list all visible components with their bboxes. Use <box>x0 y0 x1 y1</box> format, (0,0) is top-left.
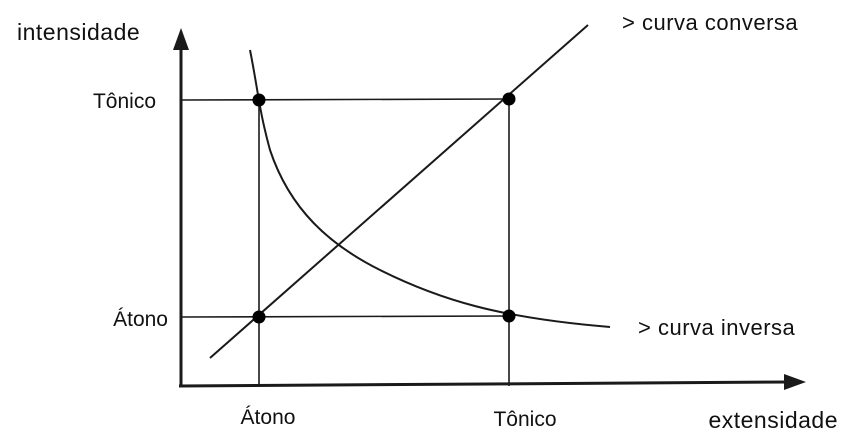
label-curva-inversa: > curva inversa <box>638 315 796 340</box>
point-tonico-atono <box>502 309 516 323</box>
curva-inversa-curve <box>249 49 611 328</box>
point-atono-atono <box>252 310 266 324</box>
y-axis-title: intensidade <box>17 19 140 45</box>
x-axis-title: extensidade <box>708 407 838 433</box>
point-atono-tonico <box>252 93 266 107</box>
x-axis-arrow-icon <box>784 374 806 390</box>
point-tonico-tonico <box>502 92 516 106</box>
x-axis <box>178 380 791 388</box>
curva-conversa-line <box>209 24 589 359</box>
x-tick-atono: Átono <box>241 406 296 429</box>
y-tick-atono: Átono <box>113 308 168 331</box>
y-tick-tonico: Tônico <box>93 90 156 113</box>
x-tick-tonico: Tônico <box>493 408 556 431</box>
guide-tonico-horizontal <box>180 98 510 101</box>
label-curva-conversa: > curva conversa <box>622 10 798 35</box>
y-axis-arrow-icon <box>173 28 189 50</box>
guide-atono-horizontal <box>180 315 510 318</box>
